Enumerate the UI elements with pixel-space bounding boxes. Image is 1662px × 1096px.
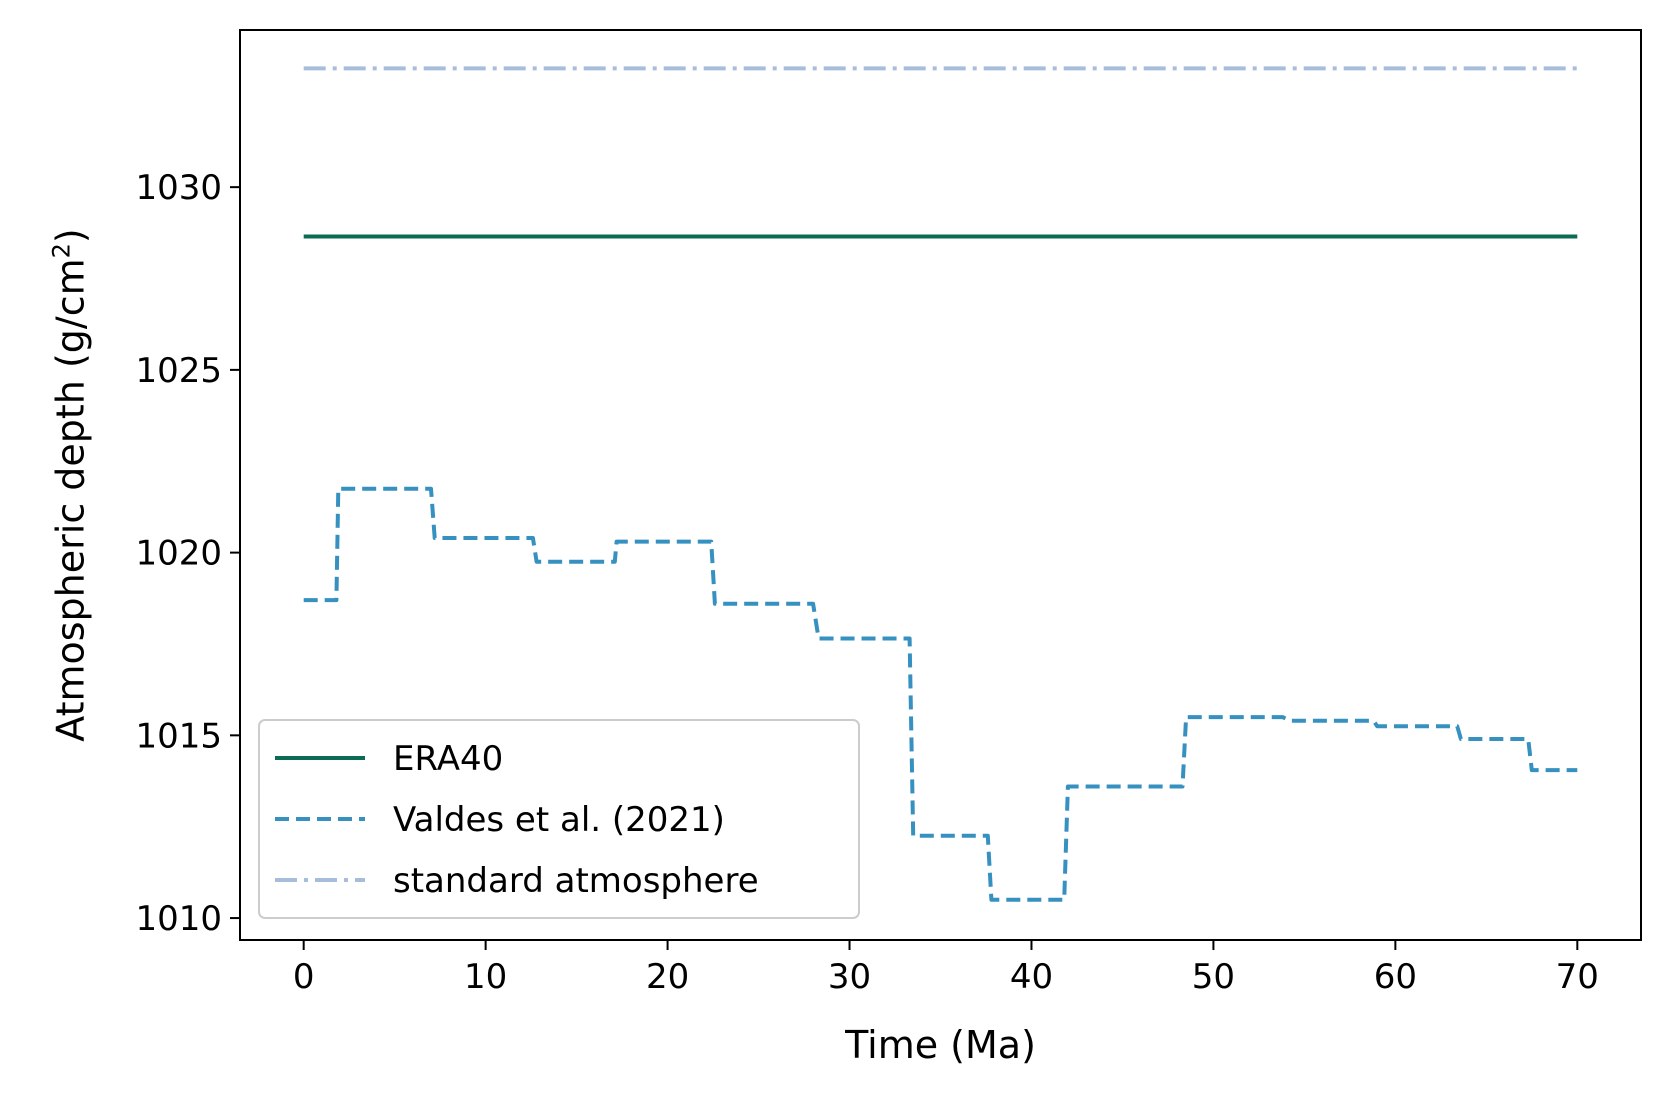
- y-axis-label-superscript: 2: [47, 243, 75, 258]
- x-tick-label: 40: [1010, 957, 1053, 997]
- x-axis-ticks: 0 10 20 30 40 50 60 70: [293, 940, 1599, 997]
- x-tick-label: 20: [646, 957, 689, 997]
- x-tick-label: 60: [1374, 957, 1417, 997]
- y-axis-label: Atmospheric depth (g/cm2): [47, 228, 92, 741]
- series-layer: [303, 66, 1578, 902]
- x-tick-label: 10: [464, 957, 507, 997]
- x-axis-label: Time (Ma): [844, 1023, 1036, 1067]
- legend-box: [258, 719, 860, 919]
- y-axis-label-main: Atmospheric depth (g/cm: [48, 258, 92, 741]
- y-tick-label: 1025: [135, 351, 222, 391]
- y-axis-label-close: ): [48, 228, 92, 243]
- x-tick-label: 50: [1192, 957, 1235, 997]
- legend: ERA40 Valdes et al. (2021) standard atmosp…: [258, 719, 860, 919]
- legend-label-2: Valdes et al. (2021): [393, 800, 725, 840]
- y-tick-label: 1015: [135, 716, 222, 756]
- legend-items: ERA40 Valdes et al. (2021) standard atmosp…: [275, 739, 759, 901]
- y-tick-label: 1010: [135, 899, 222, 939]
- legend-label-3: standard atmosphere: [393, 861, 759, 901]
- x-tick-label: 70: [1556, 957, 1599, 997]
- y-tick-label: 1020: [135, 534, 222, 574]
- y-axis-ticks: 1010 1015 1020 1025 1030: [135, 168, 240, 939]
- legend-label-1: ERA40: [393, 739, 503, 779]
- y-tick-label: 1030: [135, 168, 222, 208]
- x-tick-label: 0: [293, 957, 315, 997]
- x-tick-label: 30: [828, 957, 871, 997]
- plot-frame: [239, 29, 1642, 941]
- series-line-2: [303, 486, 1578, 902]
